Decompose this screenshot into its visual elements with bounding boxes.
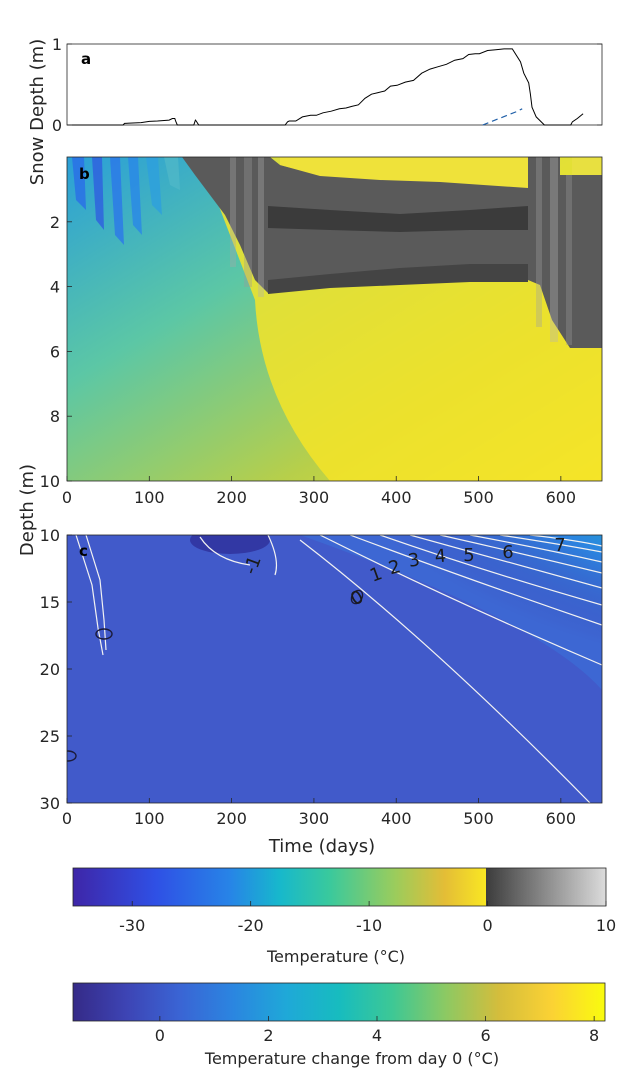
colorbar-tick-label: 0 <box>155 1026 165 1045</box>
x-tick-label: 200 <box>216 488 247 507</box>
depth-axis-label: Depth (m) <box>17 464 38 556</box>
y-tick-label: 1 <box>52 35 62 54</box>
colorbar-tick-label: 4 <box>372 1026 382 1045</box>
y-tick-label: 20 <box>40 660 60 679</box>
y-tick-label: 8 <box>50 407 60 426</box>
y-tick-label: 10 <box>40 526 60 545</box>
colorbar-tick-label: -20 <box>238 916 264 935</box>
panel-b-surface-warm-2 <box>572 157 602 175</box>
panel-c-y-ticks: 10 15 20 25 30 <box>40 526 72 813</box>
panel-b-surface-warm <box>280 157 528 188</box>
panel-b: b 2 4 6 8 10 0 100 200 300 400 500 600 <box>40 156 603 507</box>
x-tick-label: 0 <box>62 809 72 828</box>
y-tick-label: 2 <box>50 213 60 232</box>
x-tick-label: 0 <box>62 488 72 507</box>
panel-c-x-ticks: 0 100 200 300 400 500 600 <box>62 798 576 828</box>
panel-b-cold-streaks <box>72 157 180 245</box>
contour-label: 5 <box>463 545 474 566</box>
colorbar-temperature-ticks: -30 -20 -10 0 10 <box>119 901 616 935</box>
panel-b-frame <box>66 156 603 482</box>
panel-a-label: a <box>81 50 91 68</box>
y-tick-label: 4 <box>50 278 60 297</box>
y-tick-label: 6 <box>50 342 60 361</box>
colorbar-temperature-change-label: Temperature change from day 0 (°C) <box>204 1049 499 1068</box>
panel-a: a 01 <box>52 35 603 135</box>
panel-b-ice-region <box>182 157 602 348</box>
colorbar-tick-label: -10 <box>356 916 382 935</box>
contour-label: 7 <box>554 535 565 556</box>
colorbar-temperature-label: Temperature (°C) <box>266 947 405 966</box>
y-tick-label: 0 <box>52 116 62 135</box>
contour-label: 3 <box>407 549 422 572</box>
x-tick-label: 100 <box>134 488 165 507</box>
colorbar-tick-label: 0 <box>482 916 492 935</box>
x-axis-label: Time (days) <box>268 836 375 857</box>
y-tick-label: 25 <box>40 727 60 746</box>
y-tick-label: 30 <box>40 794 60 813</box>
panel-a-y-ticks: 01 <box>52 35 602 135</box>
contour-label: 6 <box>502 542 513 563</box>
x-tick-label: 500 <box>463 488 494 507</box>
x-tick-label: 400 <box>381 809 412 828</box>
x-tick-label: 100 <box>134 809 165 828</box>
panel-c-zero-contours <box>67 589 364 762</box>
contour-label: 2 <box>386 556 402 579</box>
panel-b-label: b <box>79 165 90 183</box>
x-tick-label: 400 <box>381 488 412 507</box>
panel-b-dark-band <box>268 206 528 232</box>
colorbar-tick-label: 8 <box>589 1026 599 1045</box>
snow-depth-line-solid <box>67 48 584 126</box>
snow-depth-series <box>67 48 584 126</box>
panel-c-contour-lines <box>75 535 602 803</box>
panel-b-grey-streaks <box>230 157 572 345</box>
panel-b-dark-band-2 <box>268 264 528 294</box>
x-tick-label: 600 <box>546 488 577 507</box>
colorbar-temperature-change: 0 2 4 6 8 Temperature change from day 0 (°C) <box>72 982 606 1068</box>
y-tick-label: 15 <box>40 593 60 612</box>
x-tick-label: 600 <box>546 809 577 828</box>
panel-b-heatmap <box>67 157 602 481</box>
colorbar-temperature-change-frame <box>72 982 606 1022</box>
colorbar-tick-label: -30 <box>119 916 145 935</box>
x-tick-label: 300 <box>299 488 330 507</box>
panel-b-y-ticks: 2 4 6 8 10 <box>40 213 72 491</box>
x-tick-label: 500 <box>463 809 494 828</box>
x-tick-label: 300 <box>299 809 330 828</box>
contour-label: 4 <box>434 546 447 568</box>
y-tick-label: 10 <box>40 472 60 491</box>
snow-depth-line-dashed <box>482 108 523 126</box>
colorbar-temperature-frame <box>72 867 607 907</box>
panel-c-label: c <box>79 542 88 560</box>
x-tick-label: 200 <box>216 809 247 828</box>
colorbar-tick-label: 6 <box>480 1026 490 1045</box>
panel-b-x-ticks: 0 100 200 300 400 500 600 <box>62 476 576 507</box>
colorbar-tick-label: 10 <box>596 916 616 935</box>
panel-a-frame <box>66 43 603 126</box>
colorbar-temperature-change-ticks: 0 2 4 6 8 <box>155 1016 599 1045</box>
colorbar-temperature: -30 -20 -10 0 10 Temperature (°C) <box>72 867 616 966</box>
snow-depth-axis-label: Snow Depth (m) <box>27 39 48 185</box>
panel-c-heatmap: -101 2 3 4 5 6 7 <box>67 535 602 803</box>
colorbar-tick-label: 2 <box>263 1026 273 1045</box>
